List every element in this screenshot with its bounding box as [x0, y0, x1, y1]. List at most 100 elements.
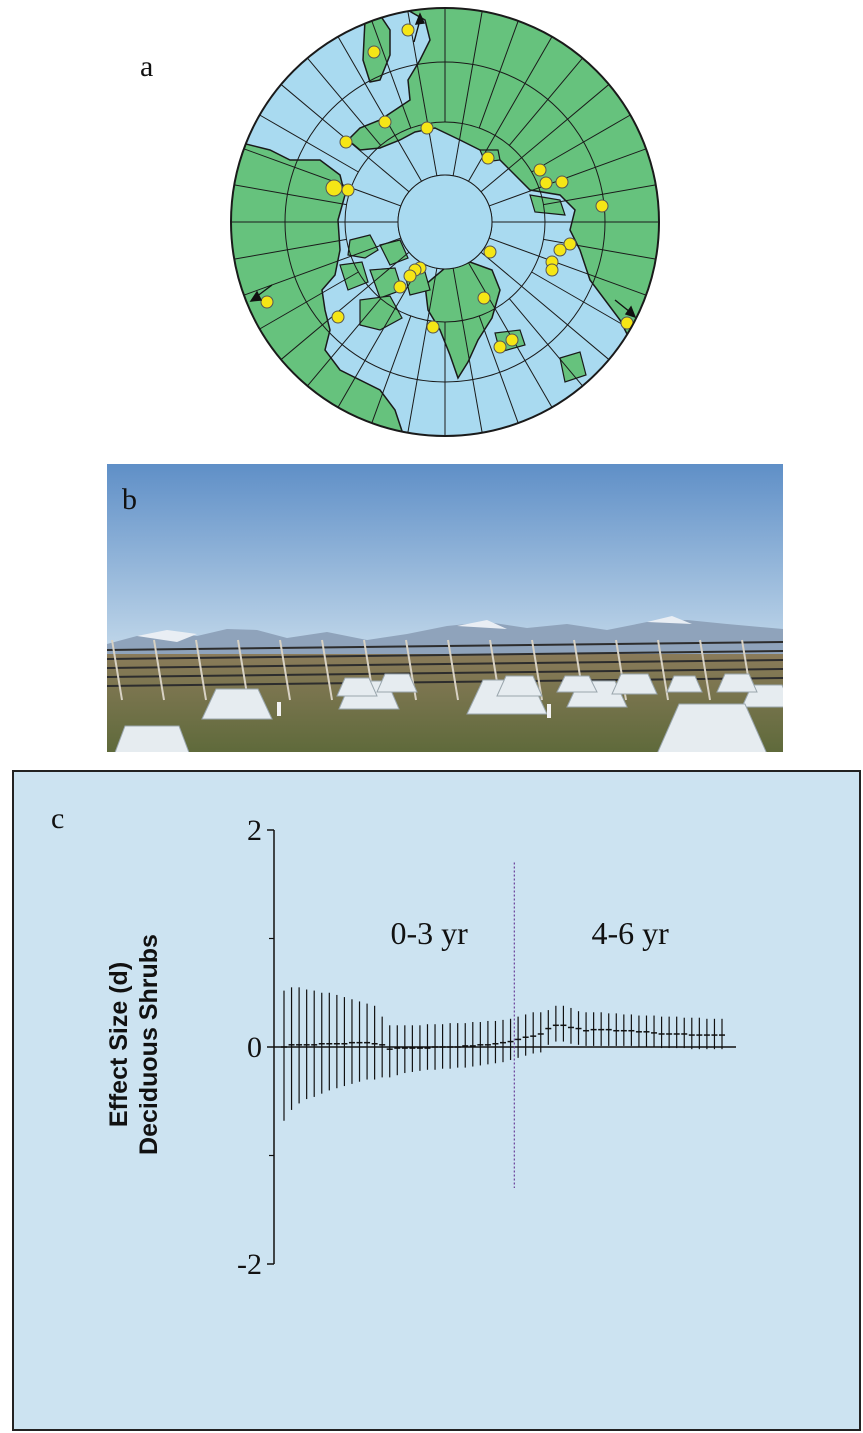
effect-size-point	[296, 987, 303, 1104]
effect-size-point	[303, 989, 310, 1100]
effect-size-point	[575, 1011, 582, 1045]
effect-size-point	[288, 987, 295, 1110]
effect-size-point	[484, 1020, 491, 1065]
warming-chamber	[716, 673, 758, 693]
effect-size-point	[681, 1017, 688, 1049]
effect-size-point	[552, 1005, 559, 1042]
effect-size-point	[401, 1025, 408, 1074]
panel-label-a: a	[140, 50, 154, 83]
data-points	[281, 987, 725, 1121]
warming-chamber	[496, 675, 543, 697]
island	[359, 295, 403, 331]
study-site-marker	[393, 280, 407, 294]
effect-size-point	[696, 1017, 703, 1050]
marker-stake	[547, 704, 551, 718]
effect-size-point	[333, 994, 340, 1089]
effect-size-point	[371, 1005, 378, 1080]
effect-size-point	[711, 1018, 718, 1050]
effect-size-point	[635, 1015, 642, 1047]
study-site-marker	[378, 115, 392, 129]
effect-size-point	[590, 1012, 597, 1046]
study-site-marker	[401, 23, 415, 37]
study-site-marker	[331, 310, 345, 324]
effect-size-point	[560, 1005, 567, 1042]
panel-label-c: c	[51, 802, 65, 835]
study-site-marker	[533, 163, 547, 177]
y-tick-label: 0	[247, 1031, 262, 1064]
study-site-marker	[420, 121, 434, 135]
y-axis-label-line1: Effect Size (d)	[104, 961, 133, 1127]
effect-size-point	[492, 1020, 499, 1064]
warming-chamber	[657, 703, 767, 752]
effect-size-point	[379, 1016, 386, 1078]
effect-size-point	[439, 1024, 446, 1069]
study-site-marker	[505, 333, 519, 347]
study-site-marker	[403, 269, 417, 283]
y-tick-label: 2	[247, 814, 262, 847]
effect-size-point	[500, 1019, 506, 1063]
study-site-marker	[595, 199, 609, 213]
effect-size-point	[341, 997, 348, 1087]
study-site-marker	[545, 263, 559, 277]
effect-size-point	[719, 1018, 725, 1050]
tundra-warming-chambers-photo	[107, 464, 783, 752]
study-site-marker	[483, 245, 497, 259]
study-site-marker	[426, 320, 440, 334]
effect-size-point	[673, 1016, 680, 1049]
warming-chamber	[376, 673, 418, 693]
effect-size-point	[628, 1014, 635, 1046]
eurasia-land	[346, 8, 659, 346]
marker-stake	[277, 702, 281, 716]
effect-size-point	[530, 1012, 537, 1054]
y-tick-label: -2	[237, 1248, 262, 1281]
effect-size-chart: 2 0 -2 0-3 yr 4-6 yr	[237, 814, 736, 1281]
effect-size-point	[658, 1016, 665, 1049]
effect-size-point	[688, 1017, 695, 1050]
effect-size-point	[605, 1013, 612, 1046]
effect-size-point	[651, 1015, 658, 1047]
effect-size-point	[416, 1025, 423, 1071]
effect-size-point	[643, 1015, 650, 1047]
island	[347, 234, 379, 259]
effect-size-point	[424, 1024, 431, 1070]
effect-size-point	[515, 1016, 522, 1058]
warming-chamber	[201, 688, 273, 720]
effect-size-point	[620, 1014, 627, 1046]
effect-size-point	[326, 992, 333, 1091]
island	[339, 261, 369, 291]
effect-size-point	[318, 992, 325, 1094]
effect-size-point	[386, 1025, 393, 1078]
effect-size-point	[364, 1003, 371, 1080]
effect-size-point	[432, 1024, 439, 1070]
effect-size-point	[409, 1025, 416, 1072]
polar-projection-map	[230, 7, 660, 437]
period-label-late: 4-6 yr	[592, 915, 670, 951]
effect-size-point	[348, 999, 355, 1084]
effect-size-point	[281, 990, 287, 1121]
effect-size-point	[522, 1014, 529, 1056]
effect-size-point	[311, 990, 318, 1097]
study-site-marker	[339, 135, 353, 149]
effect-size-point	[613, 1013, 620, 1046]
study-site-marker	[553, 243, 567, 257]
y-axis-label-line2: Deciduous Shrubs	[134, 933, 163, 1155]
island	[559, 351, 587, 383]
effect-size-point	[454, 1023, 461, 1068]
effect-size-point	[598, 1012, 605, 1046]
warming-chamber	[336, 677, 378, 697]
y-axis: 2 0 -2 0-3 yr 4-6 yr	[237, 814, 736, 1281]
study-site-marker	[539, 176, 553, 190]
study-site-marker	[493, 340, 507, 354]
study-site-marker	[477, 291, 491, 305]
study-site-marker	[367, 45, 381, 59]
effect-size-point	[583, 1012, 590, 1046]
study-site-marker	[325, 179, 343, 197]
effect-size-point	[537, 1012, 544, 1053]
panel-label-b: b	[122, 483, 137, 516]
warming-chamber	[611, 673, 658, 695]
period-label-early: 0-3 yr	[391, 915, 469, 951]
effect-size-point	[477, 1022, 484, 1066]
study-site-marker	[563, 237, 577, 251]
effect-size-point	[703, 1018, 710, 1050]
island	[529, 194, 566, 216]
